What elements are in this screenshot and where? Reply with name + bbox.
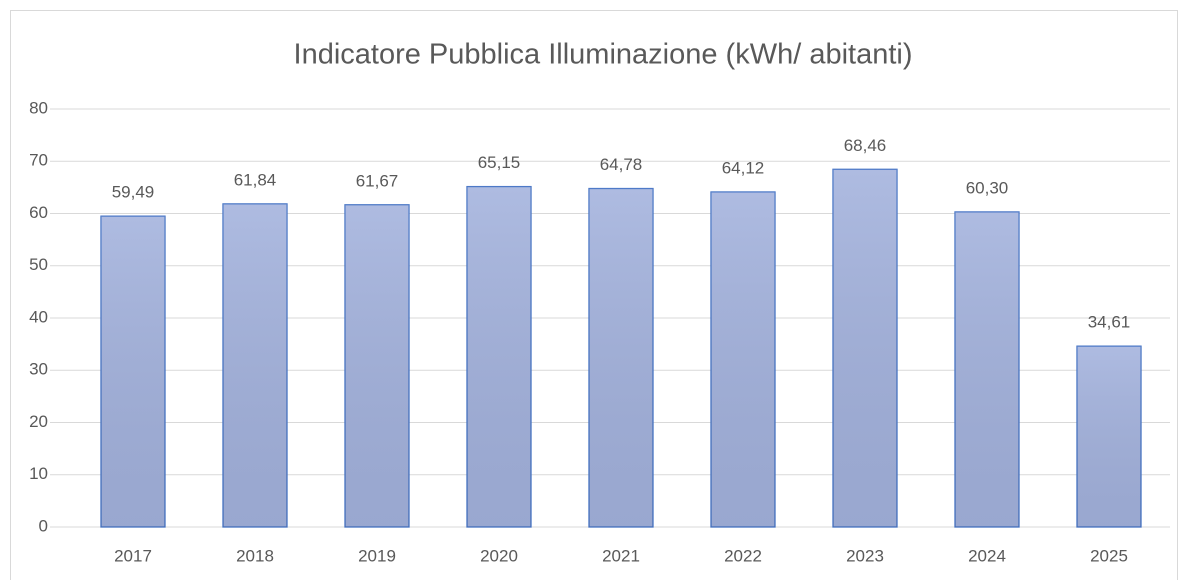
- chart-title: Indicatore Pubblica Illuminazione (kWh/ …: [294, 39, 913, 71]
- data-label: 65,15: [478, 153, 521, 172]
- bar: [344, 204, 410, 528]
- y-tick-label: 20: [29, 412, 48, 431]
- data-label: 60,30: [966, 178, 1009, 197]
- bar: [588, 187, 654, 528]
- y-tick-label: 70: [29, 151, 48, 170]
- x-tick-label: 2019: [358, 546, 396, 565]
- x-tick-label: 2017: [114, 546, 152, 565]
- x-tick-label: 2024: [968, 546, 1006, 565]
- data-label: 64,78: [600, 155, 643, 174]
- y-tick-label: 10: [29, 464, 48, 483]
- x-tick-label: 2022: [724, 546, 762, 565]
- y-tick-label: 50: [29, 255, 48, 274]
- x-tick-label: 2021: [602, 546, 640, 565]
- bar: [832, 168, 898, 528]
- x-tick-label: 2018: [236, 546, 274, 565]
- bar: [466, 185, 532, 528]
- bar: [100, 215, 166, 528]
- y-tick-label: 0: [39, 516, 48, 535]
- x-tick-label: 2025: [1090, 546, 1128, 565]
- data-label: 64,12: [722, 158, 765, 177]
- bar: [710, 191, 776, 528]
- data-label: 68,46: [844, 136, 887, 155]
- y-tick-label: 40: [29, 307, 48, 326]
- y-tick-label: 60: [29, 203, 48, 222]
- y-tick-label: 80: [29, 98, 48, 117]
- data-label: 34,61: [1088, 313, 1131, 332]
- bar: [1076, 345, 1142, 528]
- y-tick-label: 30: [29, 360, 48, 379]
- data-label: 59,49: [112, 183, 155, 202]
- bar: [222, 203, 288, 528]
- data-label: 61,67: [356, 171, 399, 190]
- x-tick-label: 2020: [480, 546, 518, 565]
- data-label: 61,84: [234, 170, 277, 189]
- x-tick-label: 2023: [846, 546, 884, 565]
- bar: [954, 211, 1020, 528]
